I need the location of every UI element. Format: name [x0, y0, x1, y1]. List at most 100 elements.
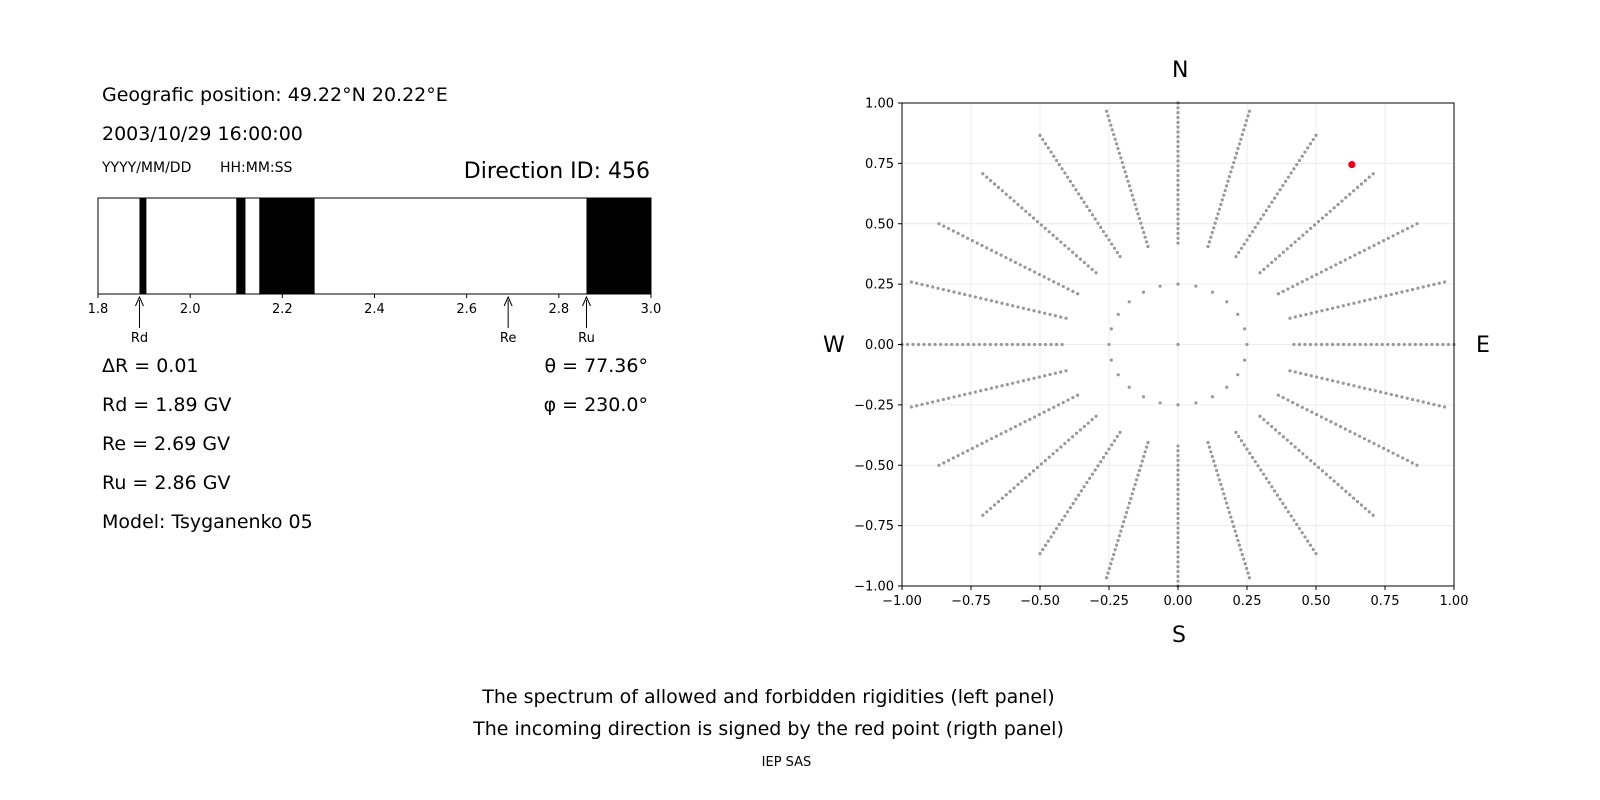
direction-point	[1115, 250, 1119, 255]
direction-point	[1342, 342, 1346, 347]
direction-point	[1295, 282, 1300, 286]
direction-point	[1107, 118, 1112, 123]
direction-point	[1176, 178, 1180, 182]
direction-point	[1300, 154, 1304, 158]
direction-point	[1176, 531, 1180, 535]
direction-point	[1094, 271, 1098, 275]
direction-point	[1107, 238, 1111, 242]
direction-point	[1230, 520, 1234, 524]
direction-point	[1372, 441, 1376, 446]
direction-point	[1021, 379, 1025, 383]
direction-point	[1028, 472, 1032, 476]
direction-point	[1176, 521, 1180, 525]
direction-point	[984, 387, 988, 392]
direction-point	[985, 510, 989, 514]
direction-point	[1329, 265, 1333, 269]
direction-point	[1114, 142, 1119, 146]
direction-point	[1140, 226, 1144, 230]
y-tick-label: −0.25	[854, 398, 894, 413]
direction-point	[1052, 154, 1056, 158]
direction-point	[1357, 385, 1361, 389]
direction-point	[1319, 270, 1324, 274]
direction-point	[1379, 390, 1383, 394]
direction-point	[1386, 342, 1390, 347]
direction-point	[1123, 515, 1127, 519]
direction-point	[1042, 410, 1046, 414]
direction-point	[1311, 137, 1315, 142]
direction-point	[1005, 342, 1009, 347]
direction-point	[1028, 213, 1032, 217]
direction-point	[1239, 548, 1243, 552]
direction-point	[1210, 395, 1215, 399]
direction-point	[1054, 342, 1059, 347]
direction-point	[1416, 399, 1420, 403]
direction-point	[1176, 574, 1180, 578]
direction-point	[989, 437, 994, 441]
direction-point	[1220, 198, 1224, 202]
direction-point	[989, 299, 993, 303]
direction-point	[1176, 231, 1180, 236]
direction-point	[1300, 405, 1304, 409]
direction-point	[1046, 146, 1050, 150]
direction-point	[1299, 371, 1303, 375]
direction-point	[1059, 445, 1063, 449]
direction-point	[950, 342, 954, 347]
direction-point	[1316, 465, 1321, 470]
spectrum-frame	[97, 197, 652, 295]
direction-point	[1371, 513, 1375, 517]
direction-point	[1379, 295, 1383, 299]
direction-point	[1384, 294, 1388, 298]
direction-point	[1079, 196, 1083, 200]
phi-value: φ = 230.0°	[543, 394, 648, 416]
direction-point	[1347, 342, 1351, 347]
direction-point	[1176, 536, 1180, 540]
direction-point	[1320, 376, 1324, 380]
direction-point	[963, 392, 967, 397]
rigidity-spectrum-chart: 1.8 2.0 2.2 2.4 2.6 2.8 3.0 Rd Re Ru	[88, 197, 661, 346]
direction-point	[1112, 552, 1116, 557]
direction-point	[989, 506, 993, 511]
direction-point	[1286, 510, 1290, 514]
direction-point	[1176, 169, 1180, 173]
x-tick-label: 0.75	[1371, 594, 1400, 609]
direction-point	[1116, 373, 1120, 377]
marker-label: Re	[500, 331, 516, 346]
direction-point	[1352, 189, 1356, 193]
direction-point	[1133, 202, 1137, 207]
direction-point	[1090, 267, 1094, 271]
direction-point	[984, 297, 988, 302]
direction-point	[1300, 280, 1304, 284]
direction-point	[1018, 422, 1022, 426]
direction-point	[942, 461, 946, 465]
direction-point	[957, 291, 961, 295]
direction-point	[1258, 414, 1262, 418]
direction-point	[1309, 311, 1313, 315]
direction-point	[1114, 543, 1119, 547]
direction-point	[1243, 123, 1247, 127]
direction-point	[1415, 463, 1419, 467]
geographic-position: Geografic position: 49.22°N 20.22°E	[102, 84, 448, 106]
direction-point	[1250, 455, 1255, 460]
direction-point	[1032, 309, 1036, 313]
y-tick-label: −0.75	[854, 519, 894, 534]
direction-point	[1206, 440, 1210, 445]
direction-point	[961, 342, 965, 347]
direction-point	[995, 385, 999, 389]
direction-point	[1293, 315, 1297, 319]
direction-point	[1236, 312, 1240, 316]
direction-point	[1310, 275, 1314, 279]
direction-point	[1297, 237, 1301, 241]
direction-point	[1109, 123, 1113, 127]
direction-point	[1320, 309, 1324, 313]
direction-point	[1000, 301, 1004, 305]
direction-point	[1176, 241, 1180, 245]
direction-point	[1340, 199, 1344, 203]
direction-point	[1142, 454, 1146, 459]
y-tick-label: 0.75	[865, 157, 894, 172]
direction-point	[1055, 448, 1059, 452]
direction-point	[1304, 372, 1308, 377]
direction-point	[1242, 557, 1246, 561]
direction-point	[1037, 272, 1041, 277]
direction-point	[1031, 469, 1036, 473]
direction-point	[1426, 284, 1431, 288]
